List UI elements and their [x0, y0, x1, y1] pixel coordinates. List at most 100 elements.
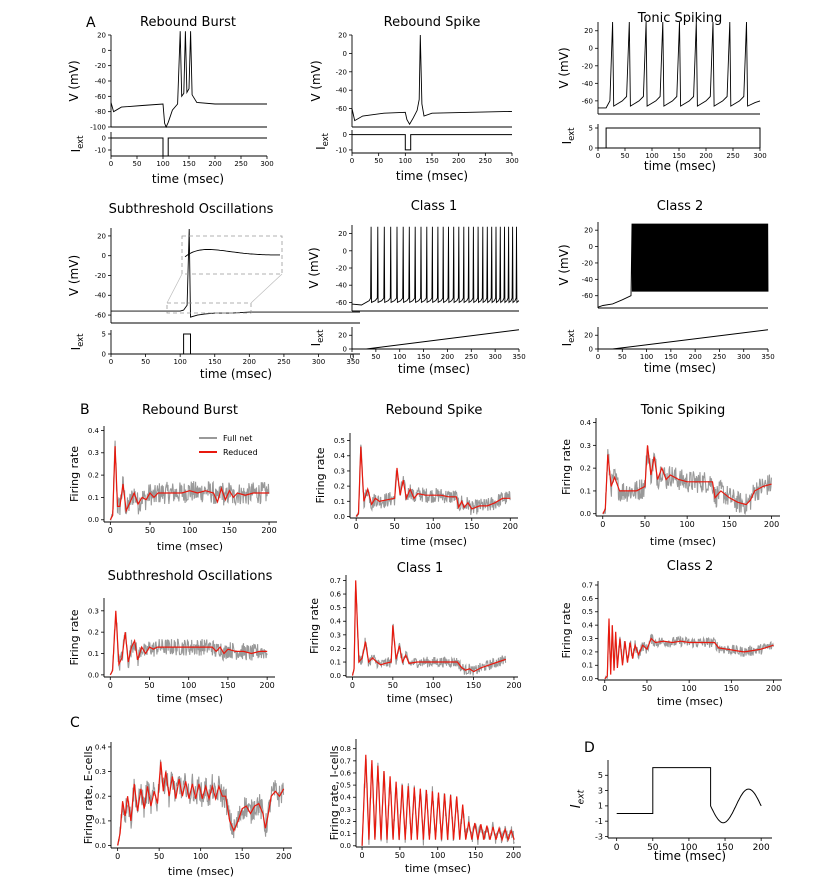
rate-ytick-label: 0.4 [334, 452, 346, 460]
rate-ytick-label: 0.5 [582, 608, 593, 616]
current-ytick-label: 5 [102, 330, 106, 338]
rate-ytick-label: 0.0 [340, 842, 351, 850]
x-axis-label: time (msec) [657, 695, 723, 708]
rate-ytick-label: 0.0 [580, 510, 591, 518]
voltage-axis-label: V (mV) [557, 244, 571, 285]
panel-letter-c: C [70, 715, 80, 731]
current-xtick-label: 150 [664, 353, 677, 361]
rate-ytick-label: 0.7 [582, 581, 593, 589]
inset-connector [166, 273, 183, 304]
rate-ytick-label: 0.2 [580, 465, 591, 473]
rate-xtick-label: 150 [468, 851, 483, 860]
chart-b4: Subthreshold Oscillations 0.0 0.1 0.2 0.3 0 50… [68, 569, 275, 705]
reduced-series [361, 754, 515, 846]
rate-xtick-label: 50 [395, 851, 405, 860]
rate-ytick-label: 0.4 [95, 743, 107, 751]
chart-title: Rebound Burst [142, 403, 238, 418]
rate-ytick-label: 0.3 [340, 806, 351, 814]
voltage-axis-label: V (mV) [307, 247, 321, 288]
y-axis-label: Firing rate [68, 609, 81, 665]
y-axis-label: Iext [569, 789, 586, 808]
rate-xtick-label: 50 [390, 522, 400, 531]
current-xtick-label: 100 [640, 353, 653, 361]
current-ytick-label: 20 [584, 332, 593, 340]
voltage-trace [110, 31, 267, 129]
reduced-series [117, 761, 285, 846]
current-xtick-label: 300 [312, 358, 325, 366]
panel-letter-a: A [86, 15, 96, 31]
current-xtick-label: 350 [512, 353, 525, 361]
x-axis-label: time (msec) [168, 865, 234, 878]
voltage-trace [597, 223, 769, 308]
chart-b3: Tonic Spiking 0.0 0.1 0.2 0.3 0.4 0 50 100 150 200… [560, 403, 780, 548]
chart-title: Class 1 [397, 561, 444, 576]
voltage-ytick-label: 0 [589, 45, 593, 53]
rate-ytick-label: 0.6 [330, 590, 342, 598]
chart-title: Subthreshold Oscillations [108, 569, 273, 584]
rate-ytick-label: 0.3 [580, 442, 591, 450]
y-axis-label-main: I [569, 804, 584, 808]
voltage-ytick-label: -40 [336, 282, 347, 290]
voltage-ytick-label: -60 [582, 292, 593, 300]
rate-xtick-label: 150 [222, 526, 237, 535]
current-ytick-label: 0 [589, 144, 593, 152]
rate-ytick-label: 0.6 [340, 769, 352, 777]
x-axis-label: time (msec) [644, 159, 716, 173]
rate-ytick-label: 0.2 [582, 648, 593, 656]
current-xtick-label: 0 [109, 358, 113, 366]
current-axis-label: Iext [309, 329, 325, 347]
voltage-trace [351, 226, 520, 306]
rate-xtick-label: 0 [350, 681, 355, 690]
rate-ytick-label: 0.1 [582, 662, 593, 670]
x-axis-label: time (msec) [157, 692, 223, 705]
current-xtick-label: 200 [452, 157, 465, 165]
x-axis-label: time (msec) [157, 540, 223, 553]
chart-b1: Rebound Burst 0.0 0.1 0.2 0.3 0.4 0 50 100 150 200… [68, 403, 277, 553]
rate-xtick-label: 200 [260, 681, 275, 690]
stimulus-trace [616, 767, 762, 824]
current-xtick-label: 350 [346, 358, 359, 366]
x-axis-label: time (msec) [654, 849, 726, 863]
rate-xtick-label: 50 [640, 520, 650, 529]
current-xtick-label: 0 [596, 353, 600, 361]
chart-title: Rebound Spike [384, 15, 481, 30]
current-trace [352, 329, 520, 350]
current-ytick-label: 5 [589, 124, 593, 132]
voltage-axis-label: V (mV) [67, 255, 81, 296]
voltage-ytick-label: 0 [589, 243, 593, 251]
current-ytick-label: 5 [598, 771, 603, 780]
y-axis-label: Firing rate, I-cells [328, 745, 341, 840]
y-axis-label: Firing rate [560, 439, 573, 495]
rate-ytick-label: 0.5 [330, 604, 341, 612]
voltage-ytick-label: -40 [582, 276, 593, 284]
rate-ytick-label: 0.1 [88, 494, 99, 502]
rate-xtick-label: 150 [464, 522, 479, 531]
current-xtick-label: 300 [488, 353, 501, 361]
current-xtick-label: 100 [393, 353, 406, 361]
current-xtick-label: 0 [350, 353, 354, 361]
current-xtick-label: 0 [109, 160, 113, 168]
current-ytick-label: -10 [95, 146, 106, 154]
rate-ytick-label: 0.8 [340, 745, 351, 753]
rate-ytick-label: 0.2 [88, 472, 99, 480]
rate-ytick-label: 0.0 [88, 671, 99, 679]
voltage-ytick-label: -40 [95, 292, 106, 300]
chart-title: Class 1 [411, 199, 458, 214]
chart-b6: Class 2 0.0 0.1 0.2 0.3 0.4 0.5 0.6 0.7 0 50 100 150… [560, 559, 782, 708]
current-axis-label-sub: ext [566, 127, 576, 141]
current-xtick-label: 50 [133, 160, 142, 168]
y-axis-label: Firing rate [560, 602, 573, 658]
rate-xtick-label: 100 [181, 681, 196, 690]
rate-xtick-label: 0 [108, 681, 113, 690]
voltage-ytick-label: -60 [582, 97, 593, 105]
current-xtick-label: 150 [417, 353, 430, 361]
panel-letter-d: D [584, 740, 595, 756]
rate-ytick-label: 0.3 [330, 631, 341, 639]
rate-xtick-label: 0 [108, 526, 113, 535]
current-xtick-label: 150 [182, 160, 195, 168]
